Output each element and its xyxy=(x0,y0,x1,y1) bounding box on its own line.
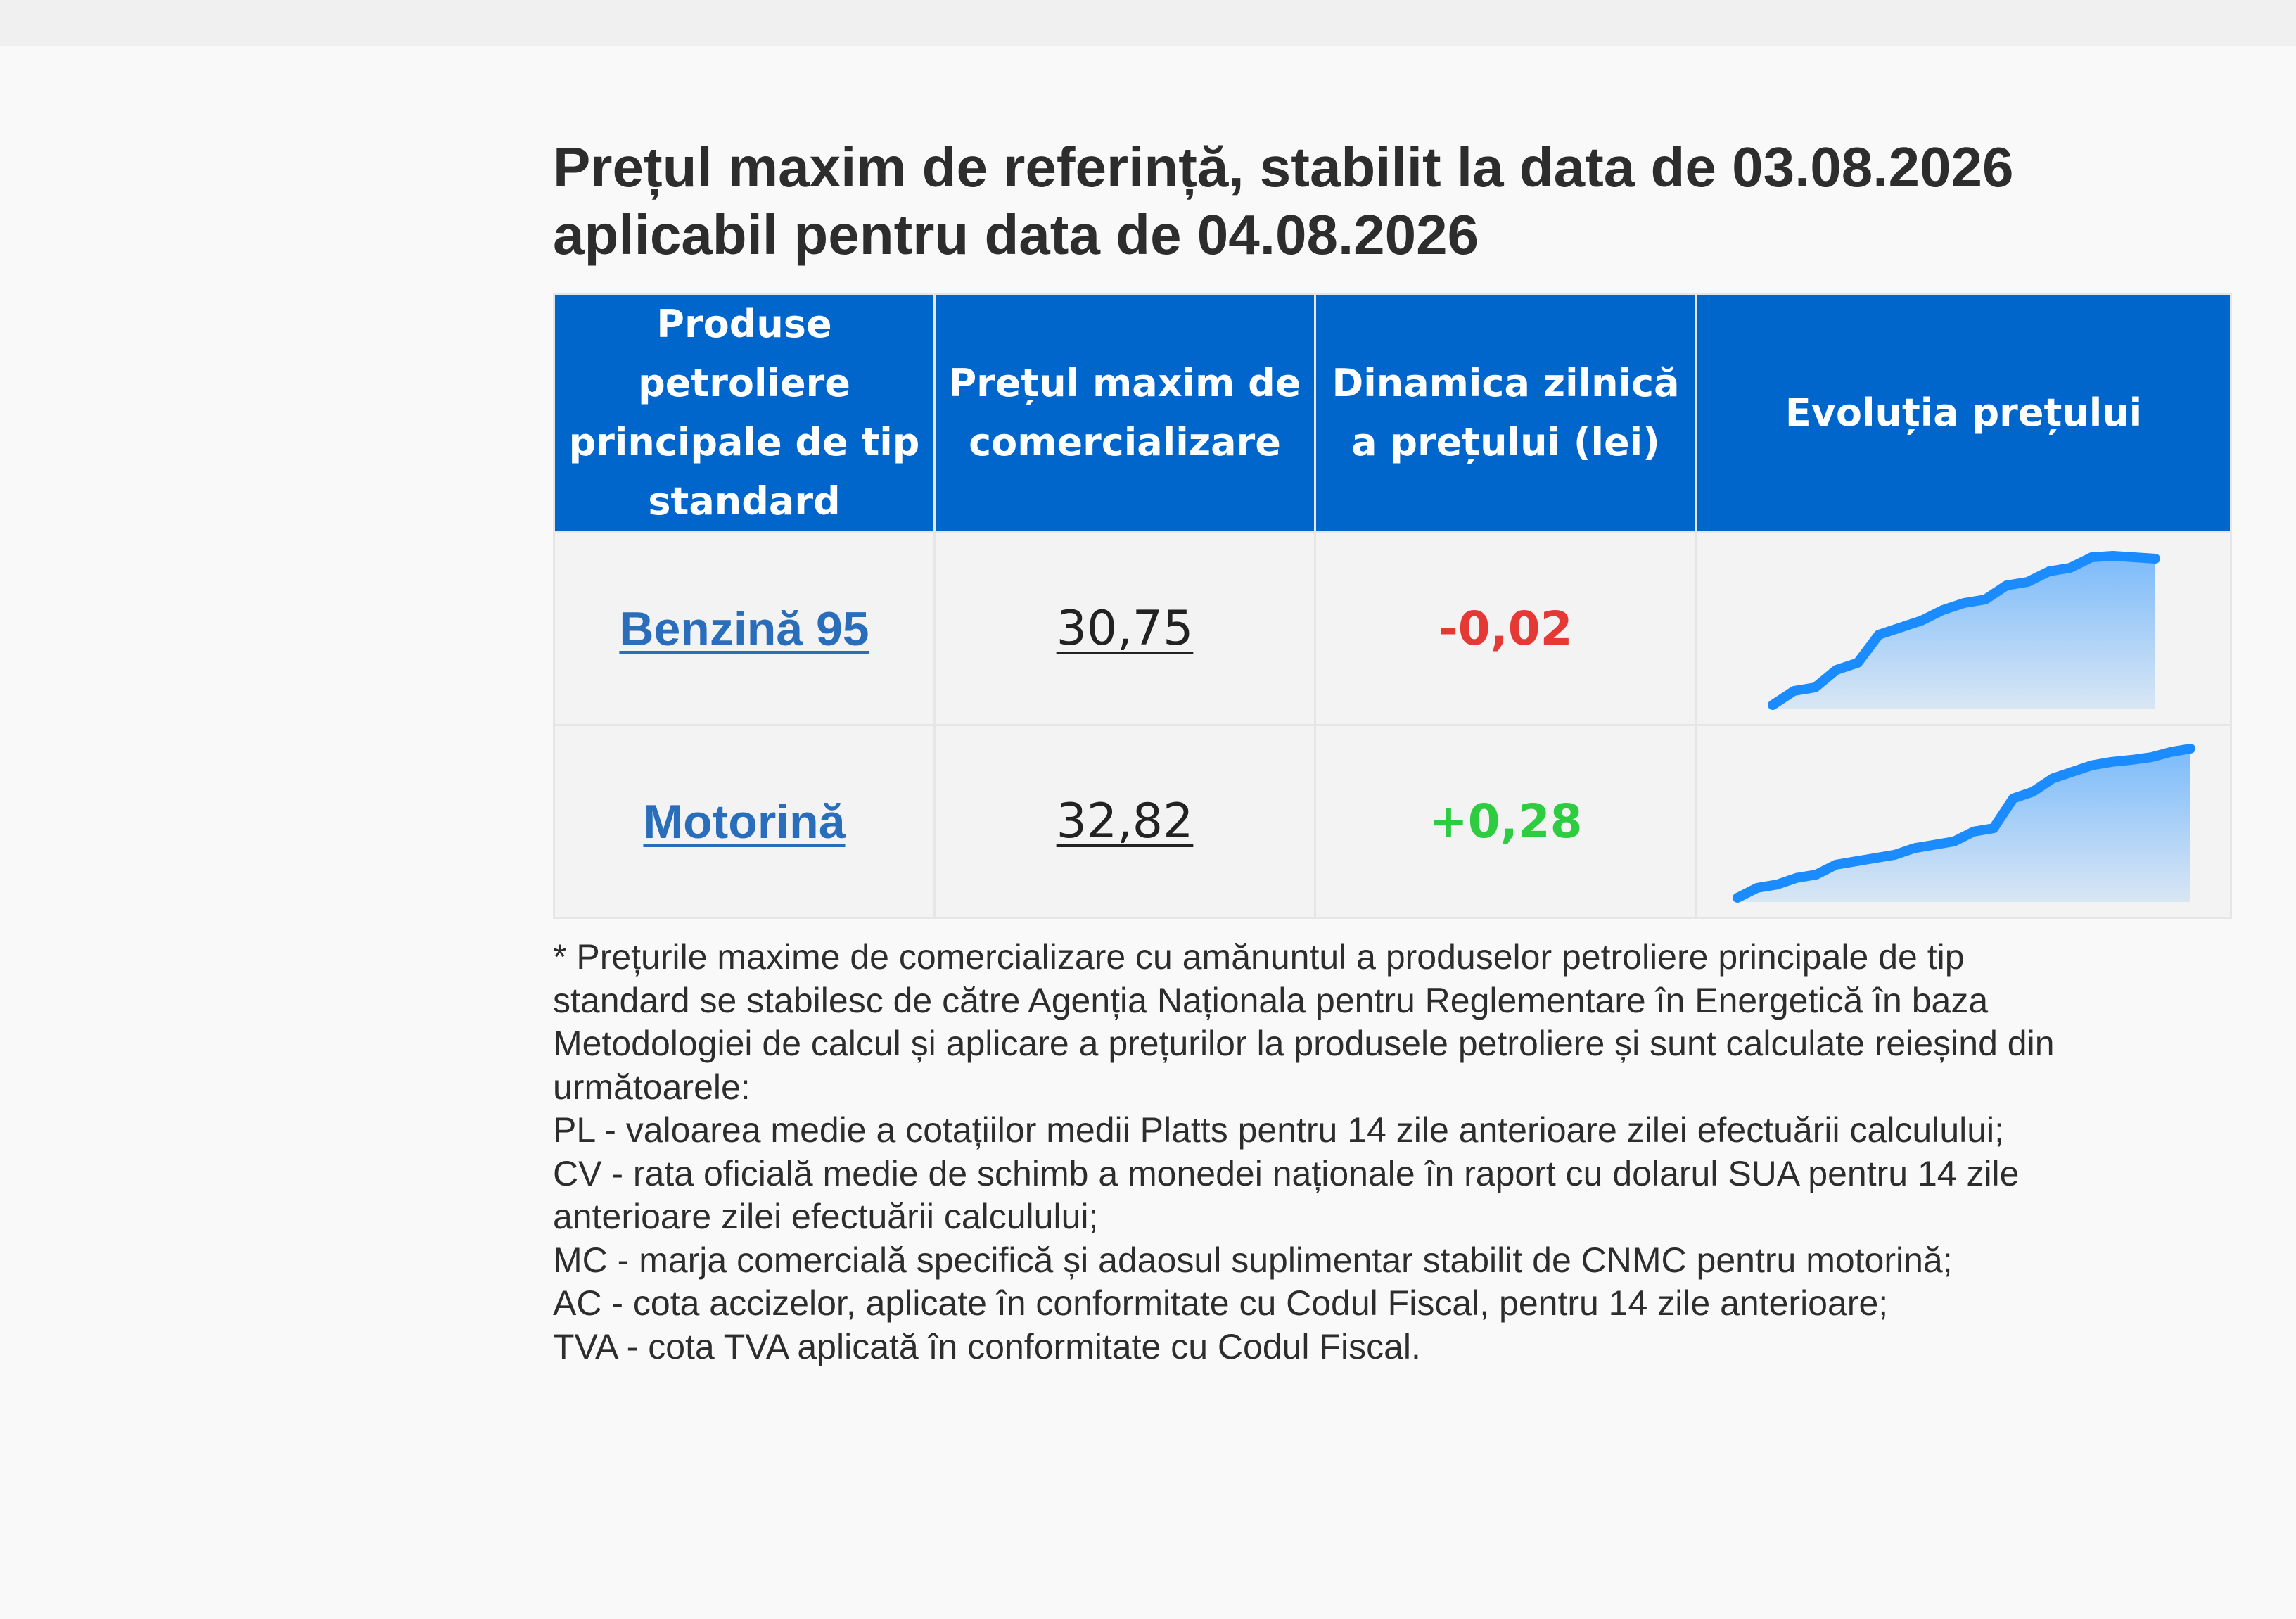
footnote-line: AC - cota accizelor, aplicate în conform… xyxy=(553,1283,1889,1323)
header-max-price: Prețul maxim de comercializare xyxy=(933,293,1316,533)
price-sparkline xyxy=(1732,743,2195,903)
change-cell: -0,02 xyxy=(1314,531,1697,726)
product-cell: Motorină xyxy=(553,724,936,919)
price-change: -0,02 xyxy=(1439,602,1573,656)
price-cell: 32,82 xyxy=(933,724,1316,919)
sparkline-cell xyxy=(1695,531,2232,726)
change-cell: +0,28 xyxy=(1314,724,1697,919)
price-table: Produse petroliere principale de tip sta… xyxy=(553,293,2232,919)
header-daily-change: Dinamica zilnică a prețului (lei) xyxy=(1314,293,1697,533)
footnote-line: standard se stabilesc de către Agenția N… xyxy=(553,980,1989,1020)
footnote-line: MC - marja comercială specifică și adaos… xyxy=(553,1240,1953,1280)
price-value[interactable]: 30,75 xyxy=(1056,601,1194,656)
footnote-line: anterioare zilei efectuării calculului; xyxy=(553,1197,1099,1236)
price-sparkline xyxy=(1767,550,2160,710)
footnote: * Prețurile maxime de comercializare cu … xyxy=(553,936,2230,1369)
product-link-motorina[interactable]: Motorină xyxy=(643,794,846,849)
page-title-line-1: Prețul maxim de referință, stabilit la d… xyxy=(553,136,2014,198)
price-change: +0,28 xyxy=(1429,794,1583,849)
page-title: Prețul maxim de referință, stabilit la d… xyxy=(553,134,2230,269)
table-row: Motorină 32,82 +0,28 xyxy=(553,724,2232,919)
table-row: Benzină 95 30,75 -0,02 xyxy=(553,531,2232,726)
product-cell: Benzină 95 xyxy=(553,531,936,726)
sparkline-area xyxy=(1772,555,2155,709)
main-content: Prețul maxim de referință, stabilit la d… xyxy=(553,134,2232,1369)
footnote-line: CV - rata oficială medie de schimb a mon… xyxy=(553,1153,2020,1193)
top-bar xyxy=(0,0,2296,46)
price-cell: 30,75 xyxy=(933,531,1316,726)
price-value[interactable]: 32,82 xyxy=(1056,794,1194,849)
footnote-line: PL - valoarea medie a cotațiilor medii P… xyxy=(553,1110,2005,1150)
sparkline-cell xyxy=(1695,724,2232,919)
sparkline-line xyxy=(1732,743,2195,903)
footnote-line: * Prețurile maxime de comercializare cu … xyxy=(553,937,1965,977)
sparkline-line xyxy=(1767,550,2160,710)
footnote-line: următoarele: xyxy=(553,1067,751,1107)
product-link-benzina-95[interactable]: Benzină 95 xyxy=(619,602,869,656)
footnote-line: Metodologiei de calcul și aplicare a pre… xyxy=(553,1024,2055,1063)
header-price-evolution: Evoluția prețului xyxy=(1695,293,2232,533)
table-header-row: Produse petroliere principale de tip sta… xyxy=(553,293,2232,533)
page-title-line-2: aplicabil pentru data de 04.08.2026 xyxy=(553,203,1479,266)
header-products: Produse petroliere principale de tip sta… xyxy=(553,293,936,533)
footnote-line: TVA - cota TVA aplicată în conformitate … xyxy=(553,1326,1421,1366)
